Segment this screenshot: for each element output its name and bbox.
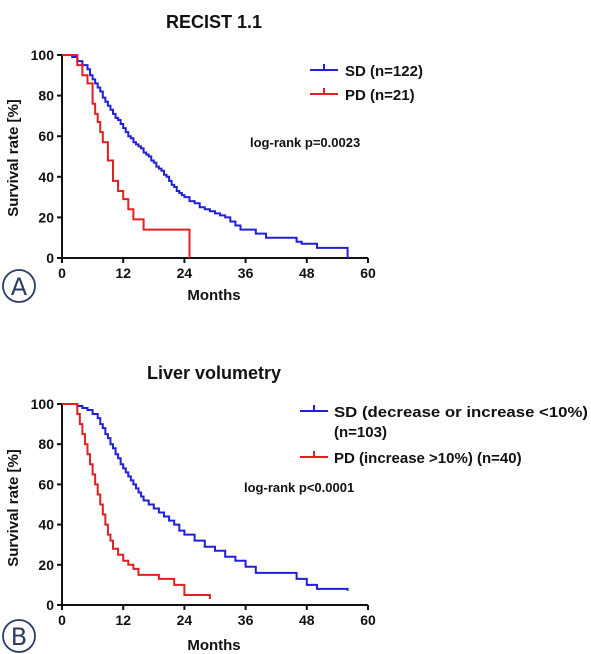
chart-panel-b: Liver volumetry Survival rate [%] Months… [2,363,588,654]
y-tick-label: 20 [38,557,54,573]
x-tick-label: 48 [299,265,315,281]
panel-label: B [11,623,27,651]
y-tick-label: 0 [46,597,54,613]
survival-curve-pd [62,403,211,599]
chart-title: Liver volumetry [147,363,281,383]
x-tick-label: 60 [360,265,376,281]
survival-curve-sd [62,54,349,258]
x-axis-label: Months [187,287,240,304]
survival-curve-pd [62,54,191,258]
panel-label: A [11,273,28,301]
x-axis: 0 12 24 36 48 60 [58,257,376,281]
y-tick-label: 20 [38,209,54,225]
legend-label-pd: PD (n=21) [345,87,415,104]
x-tick-label: 24 [177,265,193,281]
chart-title: RECIST 1.1 [166,12,262,32]
x-tick-label: 0 [58,612,66,628]
x-tick-label: 24 [177,612,193,628]
y-axis: 0 20 40 60 80 100 [31,47,63,266]
x-tick-label: 12 [115,265,131,281]
survival-curves [62,54,349,258]
log-rank-annotation: log-rank p=0.0023 [250,135,360,150]
panel-label-circle [2,619,36,653]
y-axis-label: Survival rate [%] [5,99,22,217]
x-axis: 0 12 24 36 48 60 [58,604,376,628]
y-tick-label: 40 [38,169,54,185]
legend: SD (n=122) PD (n=21) [310,63,423,104]
y-tick-label: 60 [38,128,54,144]
y-axis-label: Survival rate [%] [5,449,22,567]
x-tick-label: 48 [299,612,315,628]
legend-label-sd-line2: (n=103) [334,424,387,441]
y-tick-label: 100 [31,47,55,63]
x-axis-label: Months [187,637,240,654]
y-tick-label: 40 [38,517,54,533]
legend-label-pd: PD (increase >10%) (n=40) [334,450,522,467]
legend-label-sd: SD (n=122) [345,63,423,80]
y-tick-label: 60 [38,476,54,492]
chart-panel-a: RECIST 1.1 Survival rate [%] Months log-… [2,12,423,304]
y-tick-label: 80 [38,436,54,452]
x-tick-label: 0 [58,265,66,281]
log-rank-annotation: log-rank p<0.0001 [244,480,354,495]
legend: SD (decrease or increase <10%) (n=103) P… [300,404,588,467]
y-tick-label: 80 [38,88,54,104]
x-tick-label: 60 [360,612,376,628]
y-tick-label: 0 [46,250,54,266]
survival-curves [62,403,349,599]
x-tick-label: 36 [238,612,254,628]
survival-curve-sd [62,403,349,591]
y-axis: 0 20 40 60 80 100 [31,396,63,613]
legend-label-sd: SD (decrease or increase <10%) [334,404,588,421]
panel-label-circle [2,269,36,303]
x-tick-label: 12 [115,612,131,628]
x-tick-label: 36 [238,265,254,281]
y-tick-label: 100 [31,396,55,412]
